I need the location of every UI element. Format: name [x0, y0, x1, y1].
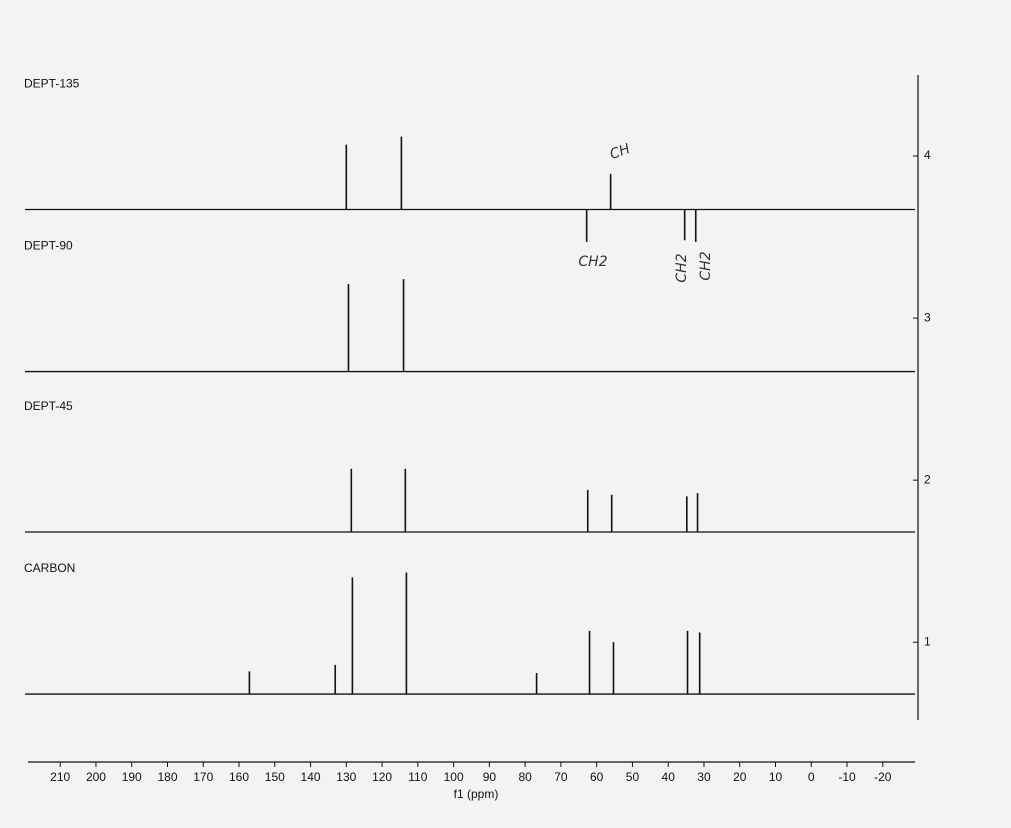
x-tick-label: 210: [50, 770, 70, 784]
x-tick-label: 20: [733, 770, 747, 784]
x-tick-label: 120: [372, 770, 392, 784]
x-tick-label: 170: [193, 770, 213, 784]
x-tick-label: 50: [626, 770, 640, 784]
x-tick-label: 100: [444, 770, 464, 784]
spectrum-label: DEPT-45: [24, 399, 73, 413]
x-tick-label: 180: [157, 770, 177, 784]
x-tick-label: 200: [86, 770, 106, 784]
y-tick-label: 3: [924, 310, 931, 324]
x-tick-label: 10: [769, 770, 783, 784]
x-tick-label: 60: [590, 770, 604, 784]
x-tick-label: -20: [874, 770, 892, 784]
y-tick-label: 1: [924, 634, 931, 648]
annotation: CH2: [698, 251, 714, 280]
y-tick-label: 4: [924, 148, 931, 162]
x-tick-label: 80: [518, 770, 532, 784]
spectrum-label: DEPT-135: [24, 77, 80, 91]
annotation: CH: [608, 141, 633, 163]
x-tick-label: -10: [838, 770, 856, 784]
x-axis-label: f1 (ppm): [454, 787, 499, 801]
annotation: CH2: [578, 254, 607, 270]
x-tick-label: 40: [662, 770, 676, 784]
spectrum-label: DEPT-90: [24, 239, 73, 253]
x-tick-label: 30: [697, 770, 711, 784]
x-tick-label: 150: [265, 770, 285, 784]
spectrum-label: CARBON: [24, 561, 75, 575]
x-tick-label: 90: [483, 770, 497, 784]
annotation: CH2: [674, 253, 690, 282]
x-tick-label: 0: [808, 770, 815, 784]
x-tick-label: 130: [336, 770, 356, 784]
x-tick-label: 70: [554, 770, 568, 784]
x-tick-label: 160: [229, 770, 249, 784]
x-tick-label: 110: [408, 770, 427, 784]
y-tick-label: 2: [924, 472, 931, 486]
x-tick-label: 140: [301, 770, 321, 784]
x-tick-label: 190: [122, 770, 142, 784]
